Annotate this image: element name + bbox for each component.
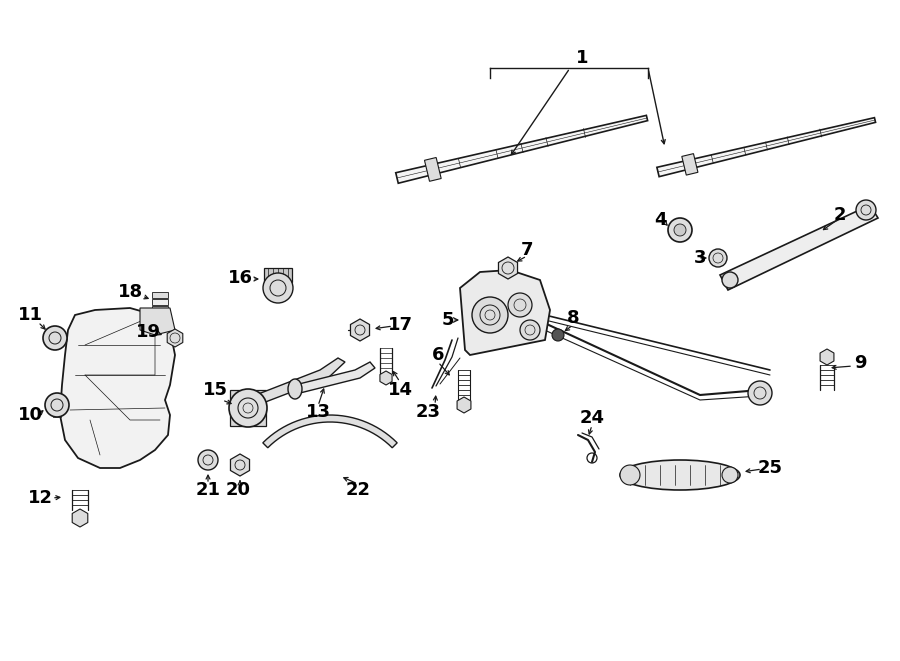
Text: 11: 11 — [17, 306, 42, 324]
Circle shape — [722, 272, 738, 288]
Polygon shape — [396, 116, 648, 183]
Text: 1: 1 — [576, 49, 589, 67]
Text: 9: 9 — [854, 354, 866, 372]
Ellipse shape — [620, 460, 740, 490]
Polygon shape — [248, 358, 345, 406]
Circle shape — [722, 467, 738, 483]
Text: 13: 13 — [305, 403, 330, 421]
Text: 18: 18 — [117, 283, 142, 301]
Text: 21: 21 — [195, 481, 220, 499]
Circle shape — [856, 200, 876, 220]
Circle shape — [520, 320, 540, 340]
Text: 23: 23 — [416, 403, 440, 421]
Ellipse shape — [288, 379, 302, 399]
Text: 2: 2 — [833, 206, 846, 224]
Circle shape — [674, 224, 686, 236]
Bar — [154, 313, 166, 319]
Polygon shape — [60, 308, 175, 468]
Circle shape — [552, 329, 564, 341]
Polygon shape — [167, 329, 183, 347]
Text: 4: 4 — [653, 211, 666, 229]
Circle shape — [263, 273, 293, 303]
Text: 22: 22 — [346, 481, 371, 499]
Circle shape — [472, 297, 508, 333]
Text: 19: 19 — [136, 323, 160, 341]
Polygon shape — [263, 415, 397, 447]
Text: 8: 8 — [567, 309, 580, 327]
Text: 12: 12 — [28, 489, 52, 507]
Polygon shape — [140, 308, 175, 335]
Polygon shape — [230, 454, 249, 476]
Text: 20: 20 — [226, 481, 250, 499]
Polygon shape — [499, 257, 517, 279]
Polygon shape — [380, 371, 392, 385]
Circle shape — [198, 450, 218, 470]
Text: 3: 3 — [694, 249, 706, 267]
Polygon shape — [457, 397, 471, 413]
Polygon shape — [820, 349, 834, 365]
Polygon shape — [72, 509, 88, 527]
Polygon shape — [657, 118, 876, 176]
Text: 10: 10 — [17, 406, 42, 424]
Polygon shape — [682, 153, 698, 175]
Text: 5: 5 — [442, 311, 454, 329]
Bar — [155, 334, 165, 349]
Bar — [230, 390, 266, 426]
Text: 15: 15 — [202, 381, 228, 399]
Circle shape — [45, 393, 69, 417]
Bar — [152, 299, 168, 305]
Text: 16: 16 — [228, 269, 253, 287]
Bar — [152, 292, 168, 298]
Circle shape — [748, 381, 772, 405]
Ellipse shape — [229, 389, 267, 427]
Bar — [154, 327, 166, 333]
Polygon shape — [460, 270, 550, 355]
Polygon shape — [295, 362, 375, 393]
Polygon shape — [720, 205, 878, 290]
Text: 7: 7 — [521, 241, 533, 259]
Bar — [152, 306, 168, 312]
Bar — [264, 268, 292, 282]
Bar — [154, 320, 166, 326]
Circle shape — [508, 293, 532, 317]
Text: 17: 17 — [388, 316, 412, 334]
Text: 6: 6 — [432, 346, 445, 364]
Text: 14: 14 — [388, 381, 412, 399]
Text: 24: 24 — [580, 409, 605, 427]
Circle shape — [709, 249, 727, 267]
Text: 25: 25 — [758, 459, 782, 477]
Circle shape — [43, 326, 67, 350]
Polygon shape — [350, 319, 370, 341]
Circle shape — [668, 218, 692, 242]
Polygon shape — [425, 157, 441, 181]
Circle shape — [620, 465, 640, 485]
